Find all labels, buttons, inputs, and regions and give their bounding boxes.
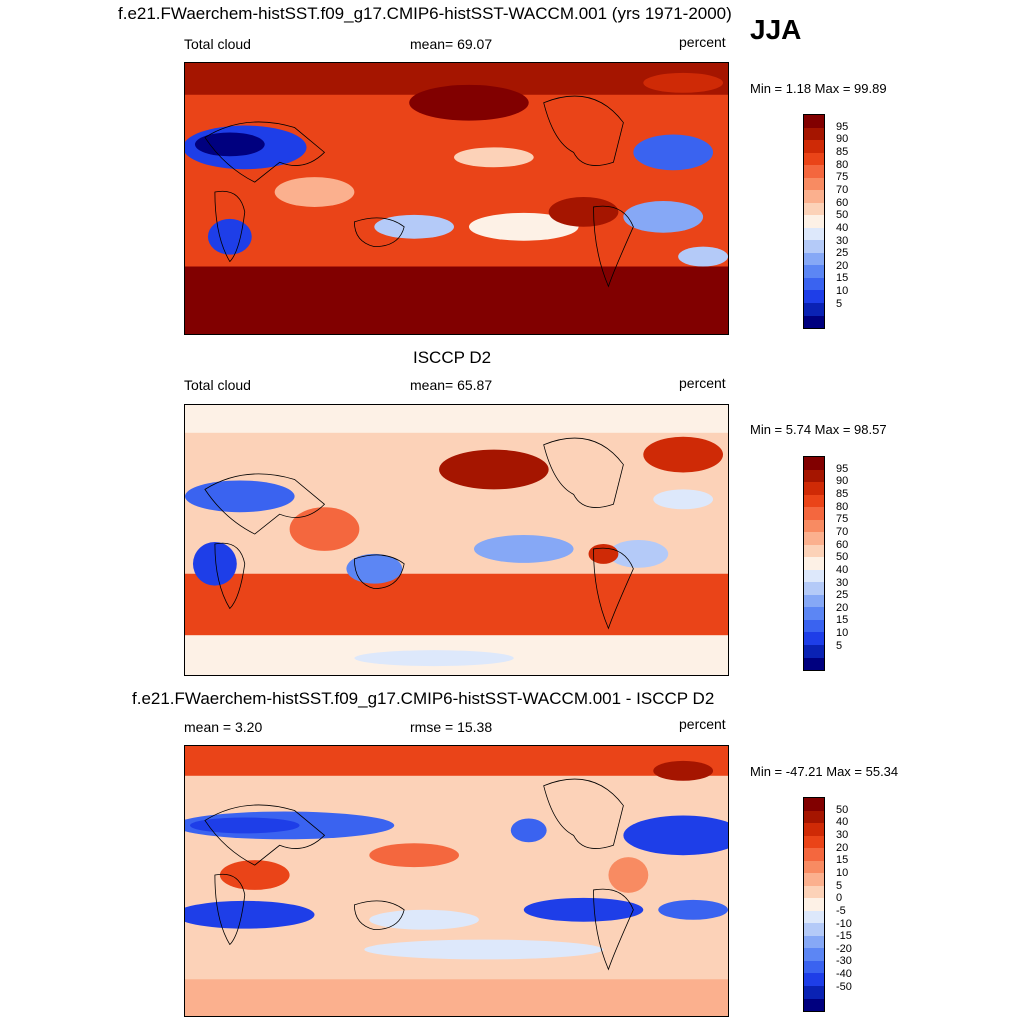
panel1-mean-label: mean= 69.07 <box>410 36 493 52</box>
panel1-colorbar <box>803 114 825 329</box>
colorbar-tick: -30 <box>836 955 852 968</box>
panel2-title: ISCCP D2 <box>413 348 492 367</box>
colorbar-tick: 95 <box>836 462 849 475</box>
colorbar-tick: 50 <box>836 803 849 816</box>
colorbar-tick: 10 <box>836 285 849 298</box>
panel1-variable-label: Total cloud <box>184 36 251 52</box>
colorbar-tick: -5 <box>836 904 846 917</box>
colorbar-tick: 10 <box>836 627 849 640</box>
colorbar-tick: 5 <box>836 639 843 652</box>
colorbar-tick: 5 <box>836 879 843 892</box>
panel2-minmax: Min = 5.74 Max = 98.57 <box>750 422 887 437</box>
colorbar-tick: -40 <box>836 968 852 981</box>
colorbar-tick: 50 <box>836 551 849 564</box>
colorbar-tick: 70 <box>836 183 849 196</box>
panel2-colorbar <box>803 456 825 671</box>
colorbar-tick: 95 <box>836 120 849 133</box>
colorbar-tick: 75 <box>836 171 849 184</box>
panel1-title: f.e21.FWaerchem-histSST.f09_g17.CMIP6-hi… <box>118 4 732 23</box>
colorbar-tick: 15 <box>836 854 849 867</box>
colorbar-tick: 5 <box>836 297 843 310</box>
colorbar-tick: 30 <box>836 576 849 589</box>
colorbar-tick: 60 <box>836 538 849 551</box>
panel2-variable-label: Total cloud <box>184 377 251 393</box>
panel1-map <box>184 62 729 335</box>
panel3-map <box>184 745 729 1017</box>
colorbar-tick: 85 <box>836 145 849 158</box>
colorbar-tick: 10 <box>836 866 849 879</box>
colorbar-tick: 80 <box>836 158 849 171</box>
panel2-units-label: percent <box>679 375 726 391</box>
colorbar-tick: 60 <box>836 196 849 209</box>
panel3-title: f.e21.FWaerchem-histSST.f09_g17.CMIP6-hi… <box>132 689 715 708</box>
colorbar-tick: -20 <box>836 942 852 955</box>
colorbar-tick: 15 <box>836 614 849 627</box>
panel2-mean-label: mean= 65.87 <box>410 377 493 393</box>
panel1-minmax: Min = 1.18 Max = 99.89 <box>750 81 887 96</box>
panel3-units-label: percent <box>679 716 726 732</box>
colorbar-tick: 90 <box>836 133 849 146</box>
panel1-units-label: percent <box>679 34 726 50</box>
panel3-minmax: Min = -47.21 Max = 55.34 <box>750 764 899 779</box>
colorbar-tick: 70 <box>836 525 849 538</box>
colorbar-tick: -15 <box>836 930 852 943</box>
colorbar-tick: 75 <box>836 513 849 526</box>
colorbar-tick: 40 <box>836 221 849 234</box>
colorbar-tick: 30 <box>836 234 849 247</box>
colorbar-tick: 30 <box>836 828 849 841</box>
colorbar-tick: 85 <box>836 487 849 500</box>
season-label: JJA <box>750 14 802 45</box>
panel3-rmse-label: rmse = 15.38 <box>410 719 493 735</box>
colorbar-tick: 90 <box>836 475 849 488</box>
colorbar-tick: 25 <box>836 589 849 602</box>
colorbar-tick: 20 <box>836 259 849 272</box>
colorbar-tick: 80 <box>836 500 849 513</box>
colorbar-tick: -50 <box>836 980 852 993</box>
panel2-map <box>184 404 729 676</box>
colorbar-tick: 50 <box>836 209 849 222</box>
colorbar-tick: 0 <box>836 892 843 905</box>
panel3-colorbar <box>803 797 825 1012</box>
colorbar-tick: 40 <box>836 816 849 829</box>
colorbar-tick: 20 <box>836 841 849 854</box>
colorbar-tick: -10 <box>836 917 852 930</box>
colorbar-tick: 20 <box>836 601 849 614</box>
colorbar-tick: 15 <box>836 272 849 285</box>
colorbar-tick: 25 <box>836 247 849 260</box>
colorbar-tick: 40 <box>836 563 849 576</box>
panel3-mean-label: mean = 3.20 <box>184 719 263 735</box>
